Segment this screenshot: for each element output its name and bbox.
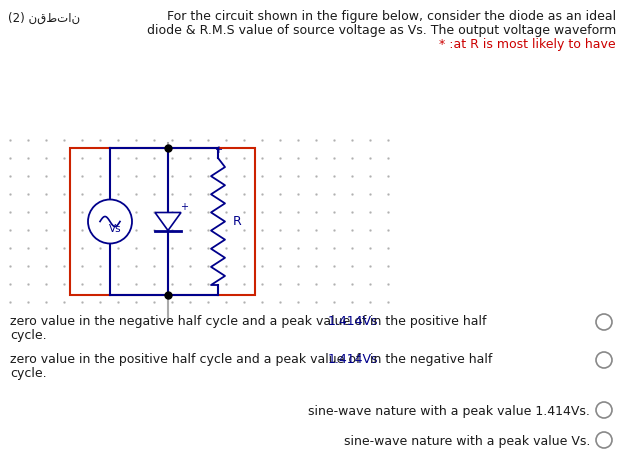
Text: 1.414Vs: 1.414Vs [328,315,378,328]
Text: sine-wave nature with a peak value 1.414Vs.: sine-wave nature with a peak value 1.414… [308,405,590,418]
Circle shape [596,432,612,448]
Circle shape [596,314,612,330]
Text: cycle.: cycle. [10,329,47,342]
Text: 1.414Vs: 1.414Vs [328,353,378,366]
Text: +: + [214,145,222,155]
Text: Vs: Vs [109,225,121,234]
Circle shape [596,352,612,368]
Text: diode & R.M.S value of source voltage as Vs. The output voltage waveform: diode & R.M.S value of source voltage as… [147,24,616,37]
Text: sine-wave nature with a peak value Vs.: sine-wave nature with a peak value Vs. [343,435,590,448]
Text: in the negative half: in the negative half [366,353,492,366]
Text: in the positive half: in the positive half [366,315,487,328]
Bar [70,148,255,295]
Text: (2) نقطتان: (2) نقطتان [8,12,80,25]
Text: cycle.: cycle. [10,367,47,380]
Text: zero value in the negative half cycle and a peak value of: zero value in the negative half cycle an… [10,315,370,328]
Circle shape [596,402,612,418]
Text: * :at R is most likely to have: * :at R is most likely to have [440,38,616,51]
Polygon shape [155,212,181,231]
Text: zero value in the positive half cycle and a peak value of: zero value in the positive half cycle an… [10,353,365,366]
Text: For the circuit shown in the figure below, consider the diode as an ideal: For the circuit shown in the figure belo… [167,10,616,23]
Text: +: + [180,202,188,212]
Text: R: R [233,215,242,228]
Circle shape [88,199,132,243]
